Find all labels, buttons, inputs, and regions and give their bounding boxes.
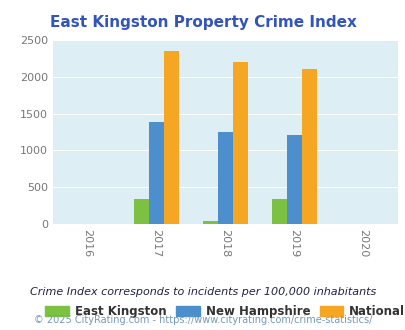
Text: East Kingston Property Crime Index: East Kingston Property Crime Index xyxy=(49,15,356,30)
Bar xyxy=(202,221,217,224)
Text: Crime Index corresponds to incidents per 100,000 inhabitants: Crime Index corresponds to incidents per… xyxy=(30,287,375,297)
Bar xyxy=(217,132,232,224)
Bar xyxy=(271,199,286,224)
Bar xyxy=(232,62,247,224)
Bar xyxy=(148,122,164,224)
Bar xyxy=(133,199,148,224)
Bar xyxy=(286,135,301,224)
Legend: East Kingston, New Hampshire, National: East Kingston, New Hampshire, National xyxy=(40,301,405,323)
Bar xyxy=(301,69,316,224)
Bar xyxy=(164,51,179,224)
Text: © 2025 CityRating.com - https://www.cityrating.com/crime-statistics/: © 2025 CityRating.com - https://www.city… xyxy=(34,315,371,325)
